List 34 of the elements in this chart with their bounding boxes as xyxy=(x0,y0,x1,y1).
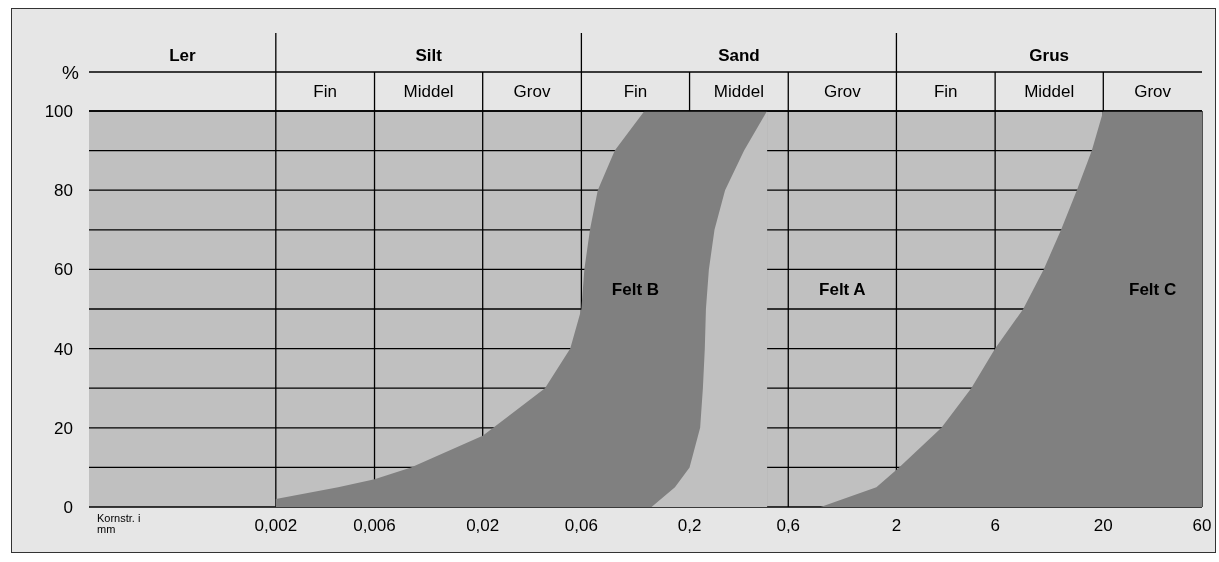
text: Grus xyxy=(1029,46,1070,65)
x-tick-label: 60 xyxy=(1192,516,1212,536)
y-tick-label: 20 xyxy=(54,418,73,438)
text: Grov xyxy=(1134,82,1172,101)
annotation: Felt B xyxy=(611,279,660,299)
y-axis-title: % xyxy=(62,62,80,83)
x-tick-label: 6 xyxy=(990,516,1000,536)
text: Ler xyxy=(169,46,197,65)
x-tick-label: 0,02 xyxy=(466,516,500,536)
text: Sand xyxy=(718,46,760,65)
text: Grov xyxy=(823,82,862,101)
text: Middel xyxy=(403,82,454,101)
x-tick-label: 0,6 xyxy=(776,516,801,536)
y-tick-label: 60 xyxy=(54,260,73,280)
text: Grov xyxy=(513,82,551,101)
y-tick-label: 40 xyxy=(54,339,73,359)
text: Fin xyxy=(933,82,958,101)
x-tick-label: 0,002 xyxy=(254,516,298,536)
x-tick-label: 20 xyxy=(1093,516,1113,536)
annotation: Felt A xyxy=(819,279,866,299)
text: Silt xyxy=(415,46,443,65)
x-tick-label: 0,06 xyxy=(564,516,598,536)
text: Fin xyxy=(623,82,648,101)
y-tick-label: 80 xyxy=(54,181,73,201)
y-tick-label: 100 xyxy=(44,102,73,122)
text: Fin xyxy=(313,82,337,101)
x-tick-label: 0,2 xyxy=(677,516,702,536)
y-tick-label: 0 xyxy=(63,498,73,518)
text: Middel xyxy=(1024,82,1075,101)
annotation: Felt C xyxy=(1129,279,1177,299)
text: Middel xyxy=(713,82,764,101)
x-axis-title: Kornstr. i mm xyxy=(97,512,141,535)
x-tick-label: 2 xyxy=(891,516,902,536)
x-tick-label: 0,006 xyxy=(353,516,396,536)
